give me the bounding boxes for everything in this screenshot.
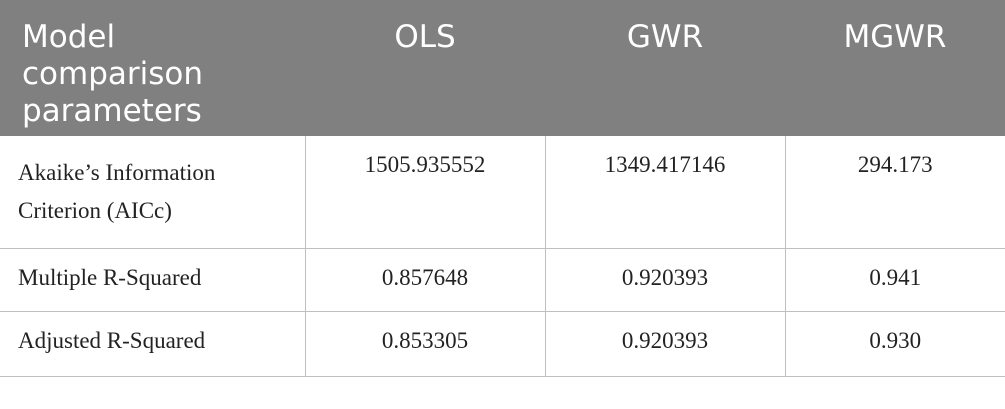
value-cell: 1505.935552 xyxy=(304,136,546,249)
row-label: Adjusted R-Squared xyxy=(0,311,306,377)
table-row: Multiple R-Squared 0.857648 0.920393 0.941 xyxy=(0,248,1005,312)
table-row: Adjusted R-Squared 0.853305 0.920393 0.930 xyxy=(0,311,1005,377)
value-cell: 0.920393 xyxy=(544,311,786,377)
value-cell: 0.930 xyxy=(784,311,1005,377)
table-row: Akaike’s Information Criterion (AICc) 150… xyxy=(0,136,1005,249)
table-body: Akaike’s Information Criterion (AICc) 150… xyxy=(0,136,1005,377)
header-row: Model comparison parameters OLS GWR MGWR xyxy=(0,0,1005,136)
header-cell: Model comparison parameters xyxy=(0,0,305,136)
value-cell: 294.173 xyxy=(784,136,1005,249)
value-cell: 1349.417146 xyxy=(544,136,786,249)
comparison-table: Model comparison parameters OLS GWR MGWR… xyxy=(0,0,1005,377)
value-cell: 0.920393 xyxy=(544,248,786,312)
header-cell: GWR xyxy=(545,0,785,136)
row-label: Multiple R-Squared xyxy=(0,248,306,312)
row-label: Akaike’s Information Criterion (AICc) xyxy=(0,136,306,249)
value-cell: 0.941 xyxy=(784,248,1005,312)
header-cell: MGWR xyxy=(785,0,1005,136)
header-cell: OLS xyxy=(305,0,545,136)
value-cell: 0.853305 xyxy=(304,311,546,377)
value-cell: 0.857648 xyxy=(304,248,546,312)
